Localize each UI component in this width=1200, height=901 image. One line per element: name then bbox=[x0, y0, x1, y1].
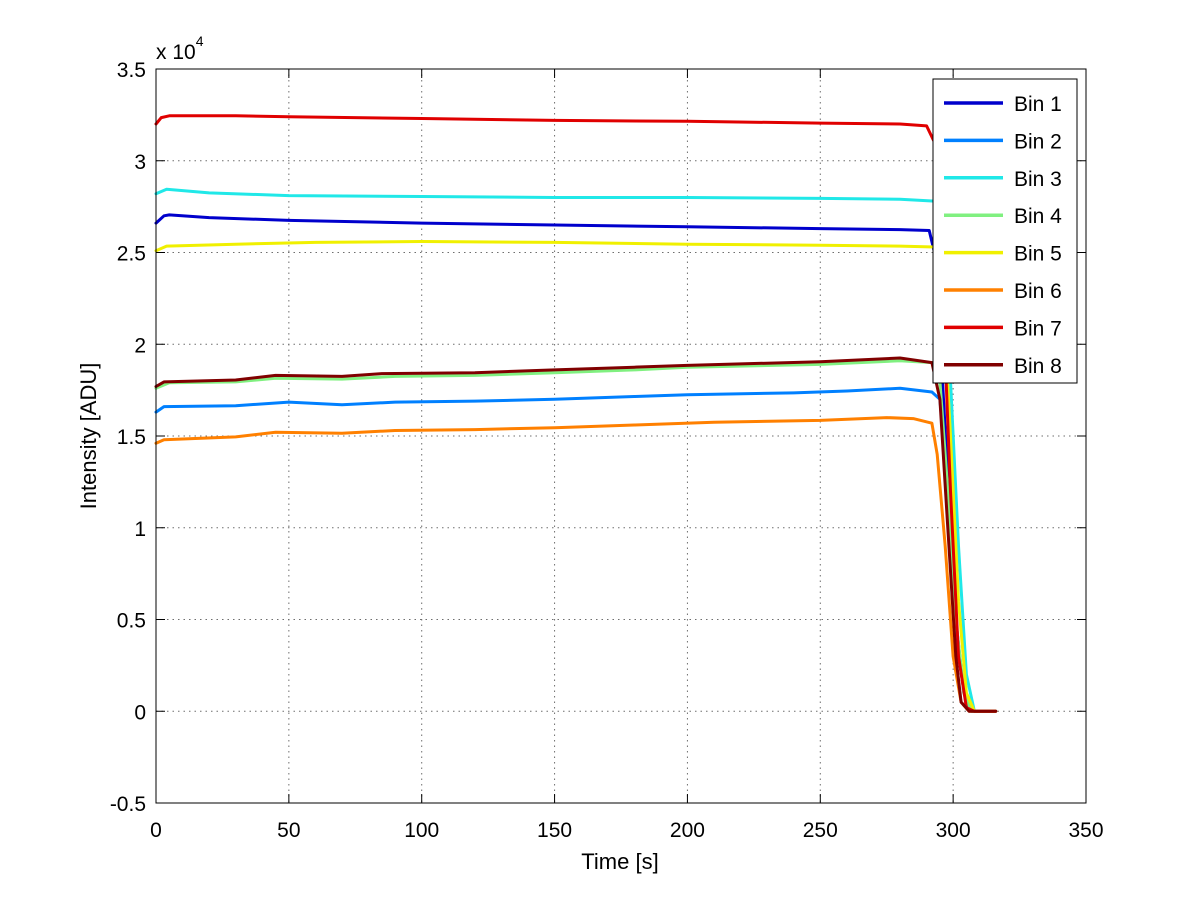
y-tick-label: 2 bbox=[134, 334, 146, 357]
y-multiplier-exponent: 4 bbox=[196, 33, 204, 49]
x-tick-labels: 0 50 100 150 200 250 300 350 bbox=[150, 819, 1103, 842]
y-axis-label: Intensity [ADU] bbox=[76, 363, 101, 510]
x-tick-label: 350 bbox=[1068, 819, 1103, 842]
y-multiplier: x 104 bbox=[156, 33, 204, 64]
series-line-bin-5 bbox=[154, 240, 998, 713]
legend-label-bin-1: Bin 1 bbox=[1014, 93, 1062, 116]
y-tick-label: 2.5 bbox=[117, 243, 146, 266]
x-tick-label: 250 bbox=[803, 819, 838, 842]
x-tick-label: 100 bbox=[404, 819, 439, 842]
x-tick-label: 300 bbox=[936, 819, 971, 842]
y-tick-label: 3 bbox=[134, 151, 146, 174]
x-tick-label: 200 bbox=[670, 819, 705, 842]
legend-label-bin-8: Bin 8 bbox=[1014, 355, 1062, 378]
y-tick-label: 0.5 bbox=[117, 610, 146, 633]
legend-label-bin-4: Bin 4 bbox=[1014, 205, 1062, 228]
x-tick-label: 50 bbox=[277, 819, 300, 842]
series-line-bin-6 bbox=[154, 416, 998, 713]
legend-label-bin-7: Bin 7 bbox=[1014, 317, 1062, 340]
legend-label-bin-5: Bin 5 bbox=[1014, 243, 1062, 266]
series-line-bin-7 bbox=[154, 114, 998, 713]
y-tick-label: -0.5 bbox=[110, 793, 146, 816]
x-tick-label: 150 bbox=[537, 819, 572, 842]
series-line-bin-3 bbox=[154, 187, 998, 713]
x-axis-label: Time [s] bbox=[581, 849, 658, 874]
y-tick-label: 1.5 bbox=[117, 426, 146, 449]
y-tick-labels: -0.5 0 0.5 1 1.5 2 2.5 3 3.5 bbox=[110, 59, 146, 816]
legend-label-bin-3: Bin 3 bbox=[1014, 168, 1062, 191]
y-tick-label: 1 bbox=[134, 518, 146, 541]
y-multiplier-base: x 10 bbox=[156, 41, 196, 64]
y-tick-label: 0 bbox=[134, 701, 146, 724]
legend: Bin 1 Bin 2 Bin 3 Bin 4 Bin 5 Bin 6 Bin 7 Bin 8 bbox=[932, 78, 1078, 384]
legend-label-bin-6: Bin 6 bbox=[1014, 280, 1062, 303]
grid bbox=[156, 69, 1086, 803]
axis-ticks bbox=[155, 68, 1087, 804]
series-line-bin-8 bbox=[154, 356, 998, 713]
legend-label-bin-2: Bin 2 bbox=[1014, 130, 1062, 153]
x-tick-label: 0 bbox=[150, 819, 162, 842]
legend-items: Bin 1 Bin 2 Bin 3 Bin 4 Bin 5 Bin 6 Bin 7 Bin 8 bbox=[944, 93, 1062, 378]
legend-box bbox=[932, 78, 1078, 384]
series-group bbox=[154, 114, 998, 713]
y-tick-label: 3.5 bbox=[117, 59, 146, 82]
